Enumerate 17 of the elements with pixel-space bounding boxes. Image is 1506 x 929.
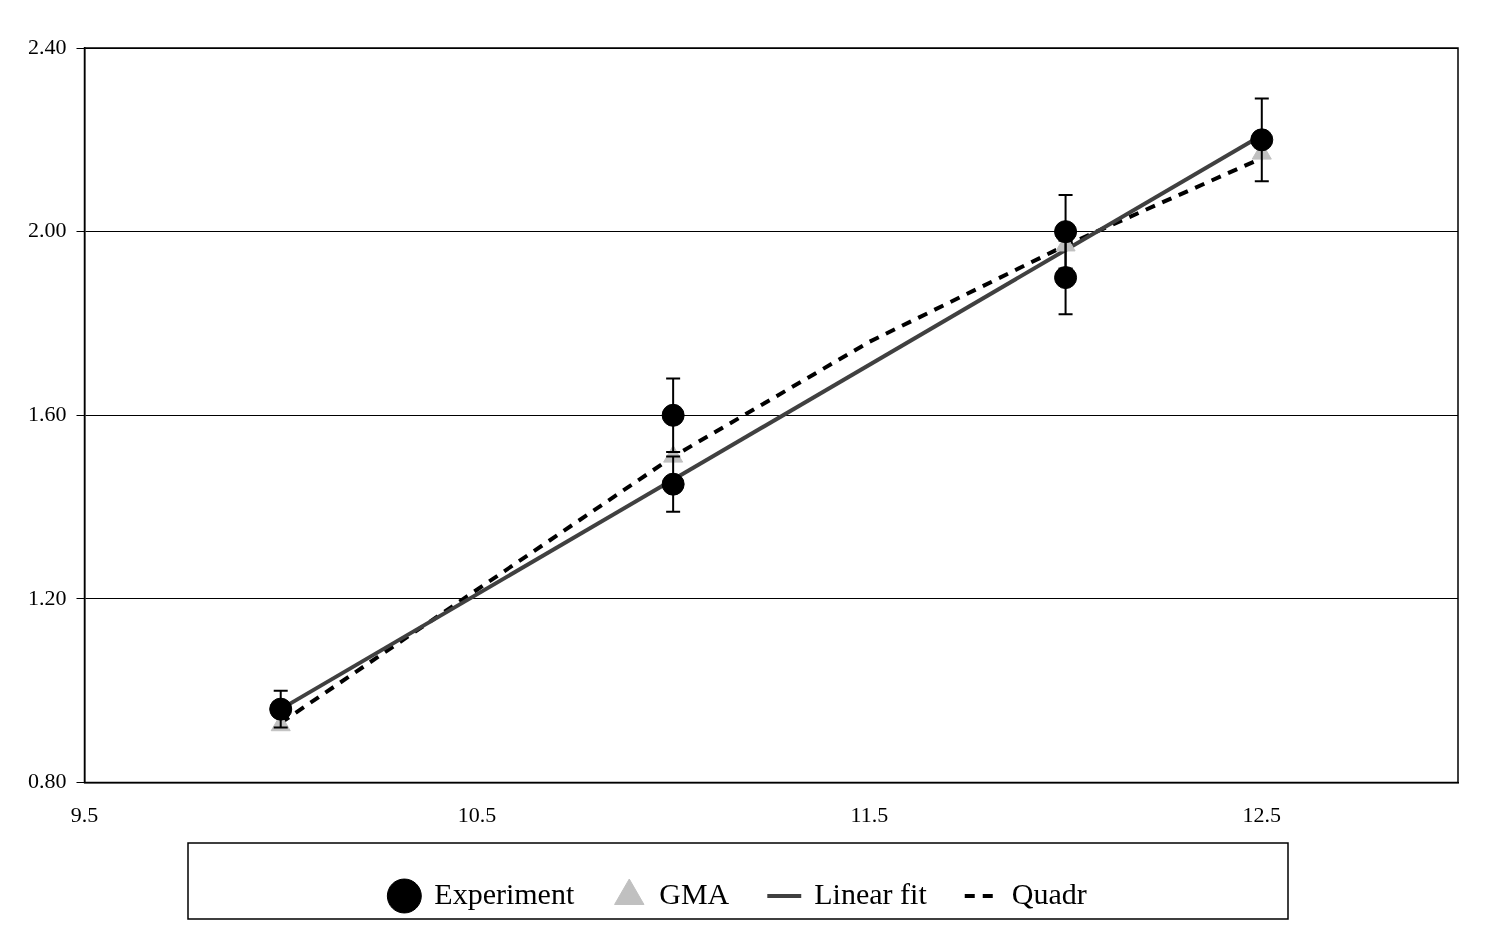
y-tick-label: 2.00: [28, 217, 67, 243]
x-tick-label: 9.5: [70, 801, 99, 827]
y-tick-label: 2.40: [28, 33, 67, 59]
x-tick-label: 11.5: [850, 801, 889, 827]
legend-label: Quadr: [1011, 876, 1087, 910]
x-tick-label: 12.5: [1242, 801, 1282, 827]
point: [1250, 128, 1274, 152]
point: [661, 472, 685, 496]
point: [269, 697, 293, 721]
legend-label: Experiment: [434, 876, 575, 910]
x-tick-label: 10.5: [457, 801, 497, 827]
y-tick-label: 0.80: [28, 768, 67, 794]
legend-label: Linear fit: [814, 876, 928, 910]
y-tick-label: 1.60: [28, 401, 67, 427]
y-tick-label: 1.20: [28, 584, 67, 610]
point: [661, 403, 685, 427]
legend-label: GMA: [659, 876, 730, 910]
